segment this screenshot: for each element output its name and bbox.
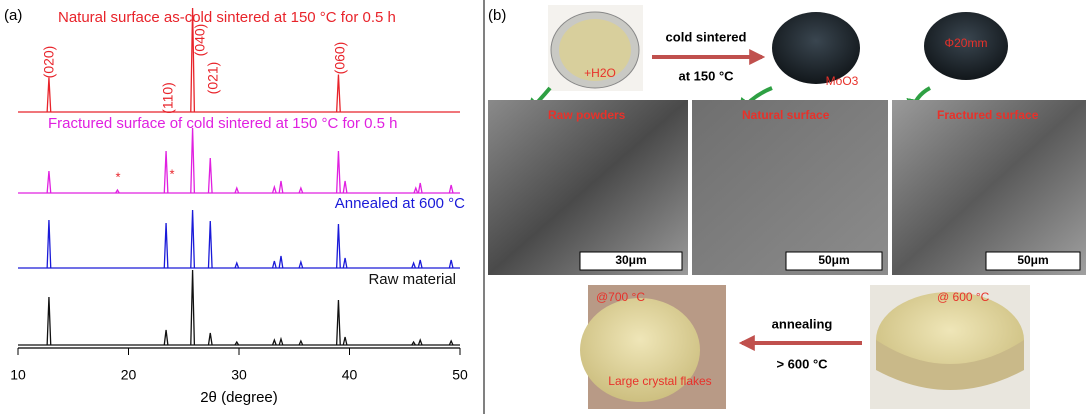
peak: [298, 339, 304, 346]
sem-label: Natural surface: [742, 108, 830, 122]
photo-label: @ 600 °C: [937, 290, 990, 304]
series-label: Raw material: [368, 271, 456, 288]
peak: [115, 188, 120, 194]
peak-annotation: (040): [192, 24, 208, 57]
x-tick-label: 10: [10, 367, 26, 383]
peak: [298, 259, 304, 269]
peak: [163, 222, 169, 269]
photo: +H2O: [548, 5, 643, 91]
peak-annotation: (020): [41, 46, 57, 79]
peak: [448, 184, 454, 194]
peak-annotation: (021): [205, 62, 221, 95]
peak: [342, 180, 348, 194]
peak: [342, 257, 348, 269]
x-tick-label: 20: [121, 367, 137, 383]
arrow-label: cold sintered: [666, 29, 747, 44]
peak: [190, 269, 196, 346]
peak: [190, 7, 196, 113]
x-tick-label: 50: [452, 367, 468, 383]
scale-bar: 30μm: [615, 253, 646, 267]
photo: @ 600 °C: [870, 285, 1030, 409]
scale-bar: 50μm: [1017, 253, 1048, 267]
panel-label: (a): [4, 7, 22, 24]
sem-image: Natural surface 50μm: [692, 100, 888, 275]
peak: [271, 260, 277, 269]
peak: [336, 299, 341, 346]
peak: [190, 127, 196, 194]
peak: [448, 339, 454, 346]
peak: [411, 261, 417, 269]
peak: [336, 74, 341, 113]
peak: [342, 336, 348, 346]
peak: [271, 184, 277, 194]
peak: [234, 261, 240, 269]
peak: [207, 332, 213, 346]
peak: [336, 150, 341, 194]
peak: [234, 186, 240, 194]
peak: [46, 170, 52, 194]
x-tick-label: 40: [342, 367, 358, 383]
arrow-label: > 600 °C: [776, 356, 828, 371]
peak: [190, 209, 196, 269]
peak-annotation: (110): [160, 82, 176, 114]
x-tick-label: 30: [231, 367, 247, 383]
peak: [417, 338, 423, 346]
peak: [46, 296, 52, 346]
arrow-label: annealing: [772, 316, 833, 331]
peak: [298, 186, 304, 194]
xrd-chart: 10 20 30 40 50 2θ (degree) Natural surface as-…: [10, 7, 468, 406]
photo: MoO3: [770, 5, 862, 91]
photo-label: MoO3: [826, 74, 859, 88]
photo: Φ20mm: [920, 5, 1012, 91]
sem-image: Raw powders 30μm: [488, 100, 688, 275]
peak: [163, 329, 169, 346]
scale-bar: 50μm: [818, 253, 849, 267]
photo: @700 °C Large crystal flakes: [580, 285, 726, 409]
peak: [278, 336, 284, 346]
photo-note: Large crystal flakes: [608, 374, 711, 388]
sem-label: Raw powders: [548, 108, 626, 122]
peak-annotation: *: [169, 166, 174, 181]
peak: [278, 255, 284, 269]
photo-label: Φ20mm: [945, 36, 988, 50]
peak: [207, 220, 213, 269]
peak-annotation: *: [115, 169, 120, 184]
peak: [46, 77, 52, 113]
photo-label: @700 °C: [596, 290, 645, 304]
peak: [413, 186, 419, 194]
peak: [411, 340, 416, 346]
sem-label: Fractured surface: [937, 108, 1039, 122]
arrow-label: at 150 °C: [678, 68, 734, 83]
peak: [234, 340, 240, 346]
peak: [271, 338, 277, 346]
peak-annotation: (060): [332, 42, 348, 75]
peak: [448, 259, 454, 269]
series-label: Annealed at 600 °C: [335, 195, 465, 212]
peak: [46, 219, 52, 269]
series-label: Natural surface as-cold sintered at 150 …: [58, 9, 396, 26]
peak: [163, 150, 169, 194]
series-label: Fractured surface of cold sintered at 15…: [48, 115, 398, 132]
peak: [207, 157, 213, 194]
panel-label: (b): [488, 7, 506, 24]
peak: [278, 180, 284, 194]
peak: [336, 223, 341, 269]
peak: [417, 259, 423, 269]
x-axis-label: 2θ (degree): [200, 389, 278, 406]
peak: [417, 182, 423, 194]
photo-label: +H2O: [584, 66, 616, 80]
sem-image: Fractured surface 50μm: [892, 100, 1086, 275]
